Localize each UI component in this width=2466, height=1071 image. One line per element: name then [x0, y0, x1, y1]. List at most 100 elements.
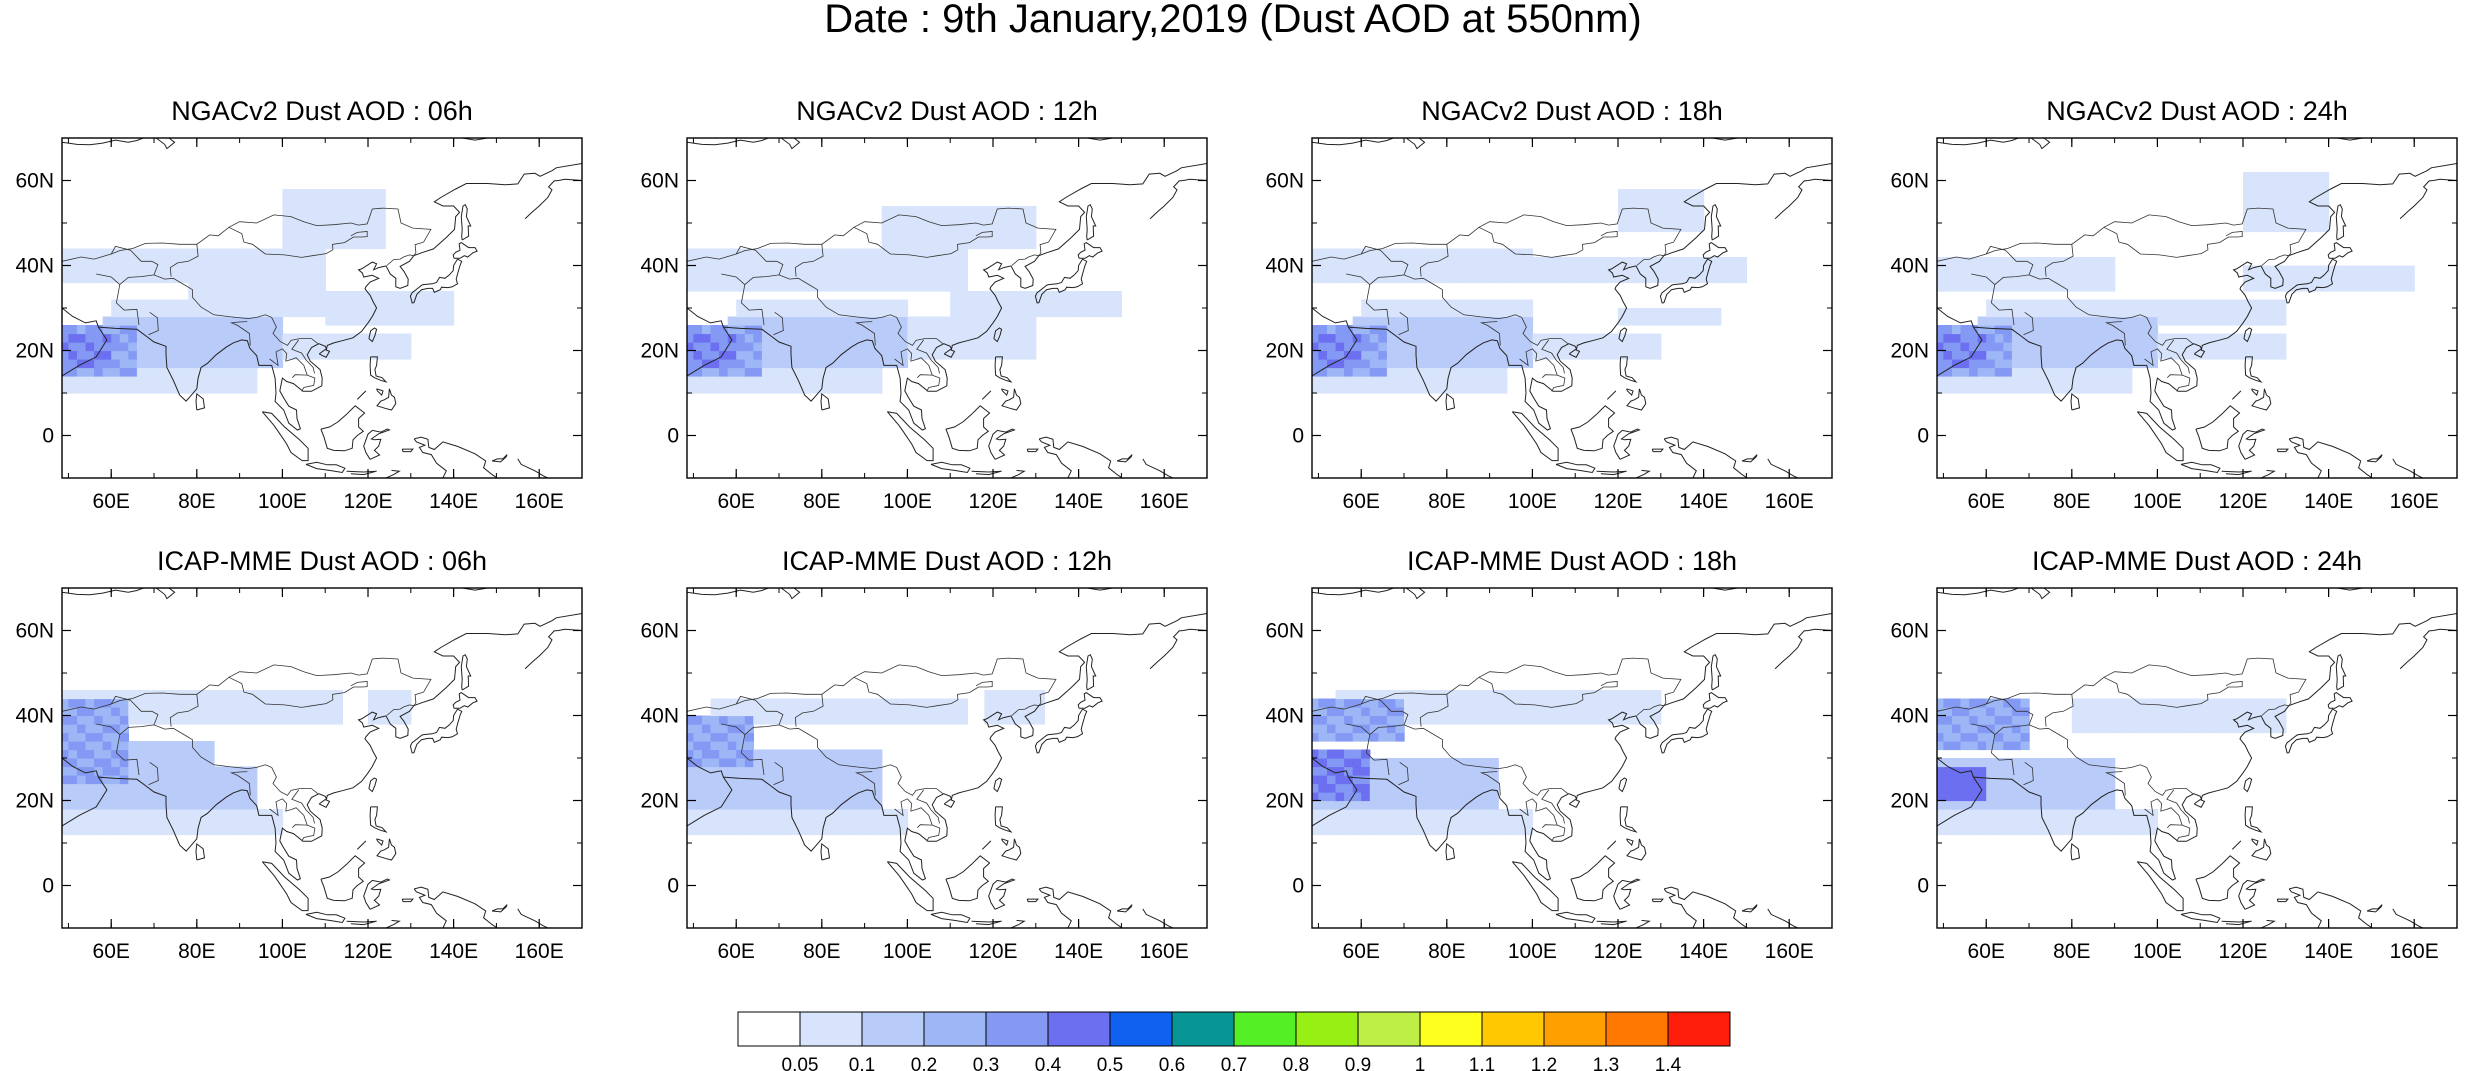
aod-cell [2225, 308, 2236, 318]
coastline [155, 588, 176, 600]
aod-cell [205, 248, 215, 258]
aod-cell [1446, 265, 1456, 275]
aod-cell [102, 316, 112, 326]
aod-cell [1737, 274, 1747, 284]
aod-cell [273, 826, 284, 836]
aod-cell [368, 197, 378, 207]
aod-cell [847, 316, 857, 326]
aod-cell [213, 690, 224, 700]
coastline [1142, 908, 1174, 928]
aod-cell [213, 707, 224, 717]
aod-cell [68, 350, 78, 360]
aod-cell [693, 775, 703, 785]
aod-cell [188, 698, 198, 708]
aod-cell [744, 809, 754, 819]
aod-cell [813, 265, 823, 275]
aod-cell [787, 749, 797, 759]
aod-cell [1455, 809, 1465, 819]
aod-cell [1652, 333, 1662, 343]
aod-cell [2037, 359, 2047, 369]
aod-cell [727, 342, 737, 352]
coastline [1973, 613, 2457, 881]
aod-cell [1943, 257, 1953, 267]
aod-cell [2157, 724, 2167, 734]
aod-cell [1489, 333, 1499, 343]
aod-cell [804, 800, 814, 810]
aod-cell [1455, 325, 1465, 335]
aod-cell [1455, 265, 1465, 275]
aod-cell [1986, 333, 1996, 343]
aod-cell [744, 325, 754, 335]
aod-cell [94, 325, 104, 335]
aod-cell [188, 299, 198, 309]
aod-cell [1395, 274, 1405, 284]
aod-cell [282, 299, 292, 309]
aod-cell [2260, 189, 2270, 199]
aod-cell [119, 698, 129, 708]
aod-cell [710, 792, 720, 802]
aod-cell [744, 775, 754, 785]
aod-cell [1361, 715, 1371, 725]
aod-cell [2011, 758, 2022, 768]
aod-cell [393, 308, 403, 318]
coastline [369, 356, 388, 383]
aod-cell [325, 206, 335, 216]
aod-cell [710, 724, 720, 734]
colorbar-label: 1.3 [1593, 1055, 1619, 1071]
aod-cell [2148, 299, 2159, 309]
aod-cell [744, 376, 754, 386]
aod-cell [205, 749, 215, 759]
aod-cell [205, 715, 215, 725]
aod-cell [838, 766, 849, 776]
aod-cell [2166, 333, 2176, 343]
aod-cell [1378, 817, 1388, 827]
aod-cell [890, 715, 900, 725]
aod-cell [1386, 274, 1397, 284]
y-tick-label: 40N [15, 255, 54, 278]
aod-cell [1369, 342, 1379, 352]
aod-cell [804, 817, 814, 827]
aod-cell [813, 809, 823, 819]
aod-cell [856, 265, 866, 275]
aod-cell [1463, 333, 1474, 343]
aod-cell [941, 333, 951, 343]
aod-cell [316, 282, 326, 292]
aod-cell [770, 282, 780, 292]
aod-cell [1318, 715, 1328, 725]
aod-cell [154, 690, 164, 700]
aod-cell [1001, 333, 1011, 343]
aod-cell [333, 707, 343, 717]
aod-cell [2097, 367, 2107, 377]
aod-cell [2208, 342, 2218, 352]
aod-cell [102, 783, 112, 793]
aod-cell [847, 698, 857, 708]
coastline [2238, 878, 2266, 910]
aod-cell [213, 826, 224, 836]
aod-cell [941, 248, 951, 258]
aod-cell [111, 274, 121, 284]
country-border [148, 311, 159, 336]
coastline [1026, 448, 1039, 453]
aod-cell [2063, 809, 2073, 819]
aod-cell [1994, 783, 2004, 793]
aod-cell [85, 783, 95, 793]
aod-cell [1626, 189, 1636, 199]
aod-cell [2088, 282, 2099, 292]
aod-cell [1541, 274, 1551, 284]
aod-cell [256, 291, 266, 301]
aod-cell [710, 809, 720, 819]
aod-cell [727, 826, 737, 836]
aod-cell [2183, 308, 2193, 318]
aod-cell [693, 732, 703, 742]
aod-cell [1327, 376, 1337, 386]
aod-cell [804, 809, 814, 819]
aod-cell [402, 299, 412, 309]
aod-cell [222, 384, 232, 394]
aod-cell [299, 707, 309, 717]
aod-cell [248, 800, 258, 810]
aod-cell [2285, 223, 2295, 233]
aod-cell [779, 707, 789, 717]
aod-cell [693, 783, 703, 793]
country-border [169, 244, 199, 277]
aod-cell [2243, 274, 2253, 284]
